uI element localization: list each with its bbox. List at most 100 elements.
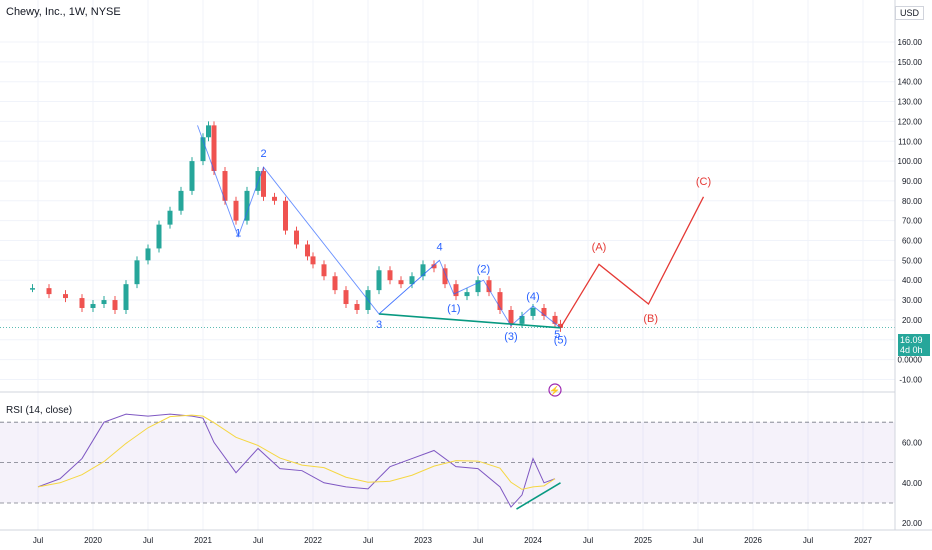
- last-price-countdown: 4d 0h: [900, 345, 923, 355]
- x-axis: Jul 2020 Jul 2021 Jul 2022 Jul 2023 Jul 2024 Jul 20…: [0, 529, 932, 545]
- x-tick-label: Jul: [583, 536, 593, 545]
- candle-body: [167, 210, 173, 225]
- y-tick-label: 70.00: [902, 217, 923, 226]
- x-tick-label: Jul: [693, 536, 703, 545]
- candle-body: [233, 200, 239, 221]
- chart-title: Chewy, Inc., 1W, NYSE: [6, 6, 121, 18]
- candle-body: [305, 244, 310, 257]
- rsi-tick-label: 60.00: [902, 438, 923, 447]
- currency-label[interactable]: USD: [894, 6, 924, 20]
- candle-body: [283, 200, 288, 231]
- wave-count-line: [197, 125, 561, 329]
- candle-body: [409, 276, 415, 285]
- candle-body: [189, 161, 195, 191]
- rsi-series: [37, 413, 561, 510]
- candle-body: [541, 307, 547, 316]
- candle-body: [79, 298, 85, 308]
- x-tick-label: Jul: [363, 536, 373, 545]
- projection-label: (A): [592, 241, 607, 253]
- candle-body: [387, 270, 393, 281]
- candle-body: [486, 280, 492, 293]
- wave-label: (4): [526, 291, 539, 303]
- channel-line: [378, 260, 440, 315]
- candle-body: [261, 171, 266, 197]
- y-tick-label: 90.00: [902, 177, 923, 186]
- x-tick-label: 2027: [854, 536, 872, 545]
- candle-body: [46, 288, 52, 295]
- y-tick-label: 110.00: [898, 137, 922, 146]
- wave-label: 4: [436, 241, 442, 253]
- candle-body: [497, 292, 503, 310]
- x-tick-label: Jul: [143, 536, 153, 545]
- y-tick-label: 130.00: [898, 98, 923, 107]
- y-tick-label: 120.00: [898, 117, 923, 126]
- y-axis: 160.00 150.00 140.00 130.00 120.00 110.00 100.…: [894, 0, 923, 530]
- candle-body: [145, 248, 151, 261]
- x-tick-label: 2022: [304, 536, 322, 545]
- wave-label: 3: [376, 319, 382, 331]
- candle-body: [508, 309, 514, 324]
- candle-body: [123, 284, 129, 310]
- rsi-ma-line: [37, 414, 556, 490]
- candle-body: [134, 260, 140, 285]
- projection-label: (C): [696, 176, 711, 188]
- wave-label: (1): [447, 303, 460, 315]
- y-tick-label: 100.00: [898, 157, 923, 166]
- candle-body: [558, 323, 563, 328]
- candle-body: [206, 125, 211, 138]
- wave-labels: 1 2 3 4 (1) (2) (3) (4) 5(5): [235, 148, 567, 347]
- y-tick-label: 160.00: [898, 38, 923, 47]
- candle-body: [63, 294, 68, 299]
- y-tick-label: -10.00: [899, 375, 922, 384]
- candle-body: [376, 270, 382, 291]
- y-tick-label: 30.00: [902, 296, 923, 305]
- candle-body: [294, 230, 299, 245]
- candle-body: [464, 292, 470, 297]
- candle-body: [420, 264, 426, 277]
- rsi-label: RSI (14, close): [6, 405, 73, 416]
- wave-label: 5: [554, 329, 560, 341]
- x-tick-label: 2020: [84, 536, 102, 545]
- candle-body: [519, 315, 525, 324]
- projection-label: (B): [643, 313, 658, 325]
- candle-body: [211, 125, 217, 172]
- alert-icon[interactable]: ⚡: [548, 383, 562, 397]
- y-tick-label: 150.00: [898, 58, 923, 67]
- last-price-tag: 16.09 4d 0h: [898, 334, 930, 356]
- x-tick-label: 2021: [194, 536, 212, 545]
- x-tick-label: Jul: [253, 536, 263, 545]
- wave-label: (5): [554, 335, 567, 347]
- wave-label: (2): [477, 263, 490, 275]
- candle-body: [178, 190, 184, 211]
- candle-body: [222, 171, 228, 201]
- x-tick-label: 2025: [634, 536, 652, 545]
- candle-body: [343, 290, 349, 305]
- y-tick-label: 50.00: [902, 256, 923, 265]
- rsi-trendline: [516, 482, 561, 510]
- y-tick-label: 140.00: [898, 78, 923, 87]
- x-tick-label: 2024: [524, 536, 542, 545]
- rsi-line: [37, 413, 556, 508]
- x-tick-label: Jul: [803, 536, 813, 545]
- candle-body: [200, 137, 206, 162]
- candle-body: [272, 196, 277, 201]
- x-tick-label: 2026: [744, 536, 762, 545]
- projection-line: [559, 196, 705, 329]
- candle-body: [101, 300, 107, 305]
- candle-body: [332, 276, 338, 291]
- candle-body: [442, 268, 448, 285]
- price-series: [0, 121, 895, 332]
- candle-body: [30, 288, 35, 290]
- x-tick-label: Jul: [473, 536, 483, 545]
- candle-body: [90, 304, 96, 308]
- candle-body: [453, 284, 459, 297]
- projection-path: (A) (B) (C): [559, 176, 711, 329]
- x-tick-label: 2023: [414, 536, 432, 545]
- wave-label: 2: [260, 148, 266, 160]
- y-tick-label: 20.00: [902, 316, 923, 325]
- wave-label: 1: [235, 228, 241, 240]
- candle-body: [310, 256, 316, 265]
- y-tick-label: 40.00: [902, 276, 923, 285]
- candle-body: [530, 307, 536, 316]
